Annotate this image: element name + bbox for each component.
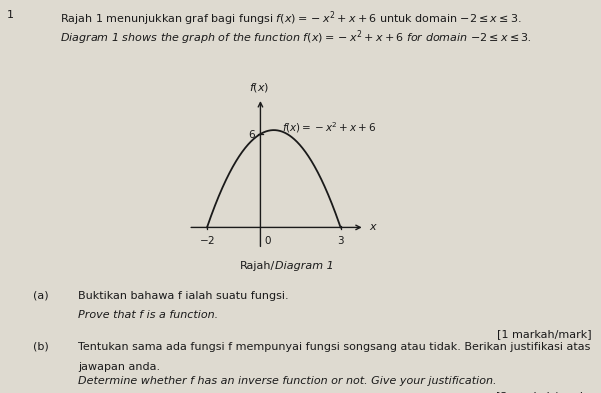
Text: Diagram 1: Diagram 1 — [275, 261, 334, 271]
Text: Rajah/: Rajah/ — [240, 261, 275, 271]
Text: Tentukan sama ada fungsi f mempunyai fungsi songsang atau tidak. Berikan justifi: Tentukan sama ada fungsi f mempunyai fun… — [78, 342, 591, 352]
Text: $0$: $0$ — [264, 235, 272, 246]
Text: $f(x)$: $f(x)$ — [249, 81, 269, 94]
Text: [2 markah/marks: [2 markah/marks — [496, 391, 592, 393]
Text: $6$: $6$ — [248, 128, 255, 140]
Text: (b): (b) — [33, 342, 49, 352]
Text: (a): (a) — [33, 291, 49, 301]
Text: Buktikan bahawa f ialah suatu fungsi.: Buktikan bahawa f ialah suatu fungsi. — [78, 291, 288, 301]
Text: $f(x) = -x^2 + x + 6$: $f(x) = -x^2 + x + 6$ — [282, 120, 376, 135]
Text: Determine whether f has an inverse function or not. Give your justification.: Determine whether f has an inverse funct… — [78, 376, 496, 386]
Text: 1: 1 — [7, 10, 14, 20]
Text: Prove that f is a function.: Prove that f is a function. — [78, 310, 218, 320]
Text: $-2$: $-2$ — [199, 235, 215, 246]
Text: Rajah 1 menunjukkan graf bagi fungsi $f(x) = -x^2 + x + 6$ untuk domain $-2 \leq: Rajah 1 menunjukkan graf bagi fungsi $f(… — [60, 9, 522, 28]
Text: $3$: $3$ — [337, 235, 344, 246]
Text: [1 markah/mark]: [1 markah/mark] — [498, 329, 592, 339]
Text: Diagram 1 shows the graph of the function $f(x) = -x^2 + x + 6$ for domain $-2 \: Diagram 1 shows the graph of the functio… — [60, 28, 532, 47]
Text: jawapan anda.: jawapan anda. — [78, 362, 160, 371]
Text: $x$: $x$ — [368, 222, 377, 231]
